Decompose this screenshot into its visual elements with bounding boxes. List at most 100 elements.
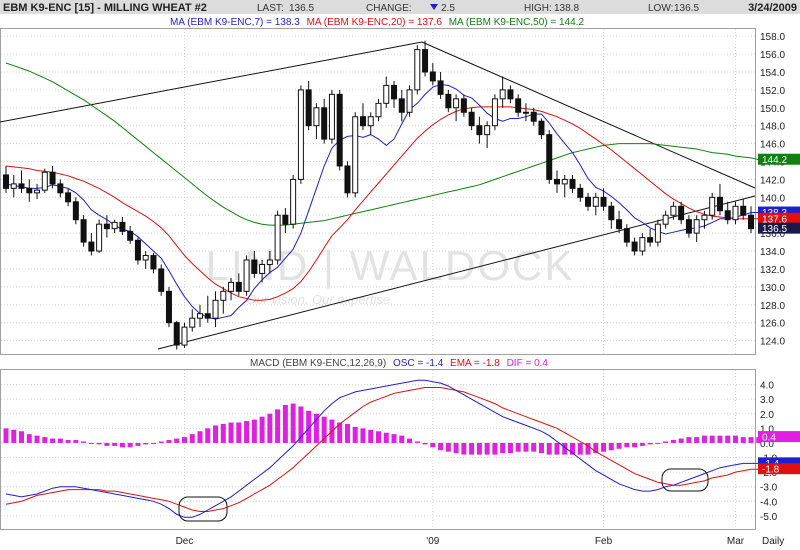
macd-histogram-bar: [484, 442, 490, 455]
macd-histogram-bar: [244, 421, 250, 443]
last-value: 136.5: [289, 3, 314, 14]
candle-up: [662, 214, 669, 225]
macd-histogram-bar: [399, 435, 405, 443]
price-tick-label: 150.0: [760, 104, 785, 115]
watermark-tagline: Our vision. Our expertise.: [246, 292, 393, 307]
macd-histogram-bar: [306, 410, 312, 443]
candle-up: [522, 111, 529, 114]
candle-down: [305, 89, 312, 127]
macd-histogram-bar: [601, 442, 607, 452]
price-badge-label: 136.5: [762, 224, 787, 235]
macd-histogram-bar: [476, 442, 482, 455]
candle-down: [546, 134, 553, 180]
price-tick-label: 140.0: [760, 193, 785, 204]
candle-down: [647, 237, 654, 243]
macd-histogram-bar: [267, 413, 273, 443]
watermark-brand: LIND | WALDOCK: [206, 242, 575, 289]
candle-down: [72, 201, 79, 221]
price-badge-label: 144.2: [762, 155, 787, 166]
candle-up: [352, 116, 359, 194]
candle-down: [359, 116, 366, 127]
macd-histogram-bar: [174, 438, 180, 443]
macd-osc-line: [5, 379, 759, 518]
macd-histogram-bar: [663, 441, 669, 443]
crossover-oval-left: [178, 496, 228, 522]
macd-tick-label: 2.0: [760, 410, 774, 421]
macd-histogram-bar: [337, 422, 343, 443]
macd-histogram-bar: [647, 442, 653, 445]
change-value: 2.5: [441, 3, 455, 14]
macd-histogram-bar: [42, 437, 48, 443]
macd-histogram-bar: [376, 431, 381, 443]
x-axis-label: Feb: [595, 536, 613, 547]
macd-histogram-bar: [554, 442, 560, 455]
macd-histogram-bar: [282, 405, 288, 443]
crossover-oval-right: [661, 468, 709, 492]
candle-up: [406, 89, 413, 113]
macd-histogram-bar: [422, 442, 428, 445]
trendline-lower: [157, 195, 756, 350]
macd-badge-label: 0.4: [762, 433, 776, 444]
macd-histogram-bar: [197, 431, 203, 443]
price-badge: [758, 153, 800, 165]
candle-up: [96, 223, 103, 252]
candle-up: [243, 259, 250, 292]
macd-histogram-bar: [709, 435, 715, 443]
macd-histogram-bar: [740, 437, 746, 443]
macd-histogram-bar: [251, 419, 257, 443]
macd-lines: [5, 379, 759, 518]
candle-down: [127, 230, 134, 241]
macd-histogram-bar: [523, 442, 529, 452]
macd-histogram-bar: [461, 442, 467, 455]
macd-histogram-bar: [407, 438, 413, 443]
macd-tick-label: 0.0: [760, 439, 774, 450]
macd-histogram-bar: [189, 434, 195, 443]
high-value: 138.8: [554, 3, 579, 14]
macd-histogram-bar: [321, 416, 327, 443]
price-badge: [758, 222, 800, 234]
trendline-upper-rising: [0, 41, 423, 123]
macd-histogram-bar: [678, 438, 684, 443]
macd-histogram-bar: [298, 406, 304, 443]
candle-down: [724, 210, 731, 221]
candle-down: [336, 93, 343, 167]
macd-histogram-bar: [507, 442, 513, 454]
candle-up: [34, 189, 41, 194]
candle-up: [367, 116, 374, 127]
candle-down: [398, 98, 405, 113]
candle-down: [437, 80, 444, 95]
candle-down: [422, 49, 429, 73]
candle-down: [65, 192, 72, 203]
macd-histogram-bar: [150, 442, 156, 444]
macd-histogram-bar: [438, 442, 444, 451]
candle-up: [592, 196, 599, 207]
candle-up: [693, 219, 700, 234]
candle-down: [391, 84, 398, 100]
macd-histogram-bar: [469, 442, 475, 455]
candle-down: [748, 214, 754, 230]
macd-histogram-bar: [624, 442, 630, 448]
macd-histogram-bar: [127, 442, 133, 448]
macd-tick-label: 3.0: [760, 395, 774, 406]
macd-histogram-bar: [112, 442, 118, 446]
macd-histogram-bar: [717, 435, 723, 443]
macd-histogram-bar: [259, 416, 265, 443]
change-down-arrow-icon: [430, 4, 438, 10]
candle-down: [165, 290, 172, 324]
candle-up: [212, 299, 219, 319]
macd-histogram-bar: [88, 442, 94, 444]
price-tick-label: 148.0: [760, 122, 785, 133]
candle-up: [701, 214, 708, 221]
candle-up: [181, 326, 188, 346]
macd-histogram-bar: [531, 442, 537, 452]
macd-histogram-bar: [639, 442, 645, 446]
macd-histogram-bar: [360, 428, 366, 443]
candle-down: [678, 205, 685, 221]
candle-down: [88, 241, 95, 252]
candle-down: [577, 187, 584, 198]
macd-histogram-bar: [81, 441, 87, 443]
macd-histogram-bar: [616, 442, 622, 449]
candle-down: [631, 241, 638, 252]
candle-up: [313, 107, 320, 127]
